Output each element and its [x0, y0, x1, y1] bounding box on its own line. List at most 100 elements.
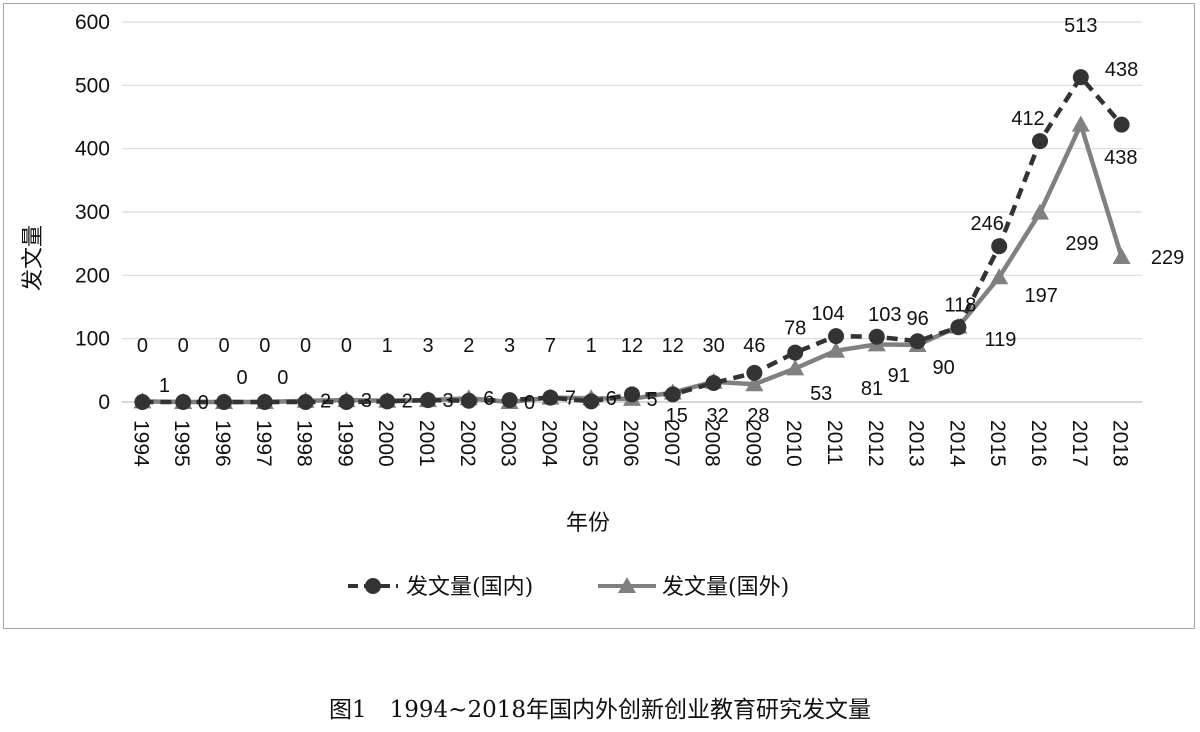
- x-tick-label: 2012: [864, 420, 887, 467]
- data-label-domestic: 0: [178, 335, 189, 357]
- y-tick-label: 500: [75, 74, 110, 97]
- x-tick-label: 2008: [701, 420, 724, 467]
- point-domestic: [542, 389, 559, 406]
- data-label-domestic: 1: [586, 335, 597, 357]
- x-tick-label: 2016: [1027, 420, 1050, 467]
- data-label-foreign: 6: [606, 388, 617, 410]
- x-axis-ticks: 1994 1995 1996 1997 1998 1999 2000 2001 2002 2003…: [129, 420, 1131, 467]
- data-label-foreign: 32: [706, 405, 728, 427]
- point-foreign: [827, 341, 845, 358]
- point-domestic: [624, 386, 640, 403]
- point-domestic: [501, 392, 518, 409]
- x-tick-label: 1994: [129, 420, 152, 467]
- point-domestic: [1072, 69, 1089, 86]
- y-tick-label: 600: [75, 11, 110, 34]
- point-domestic: [420, 392, 436, 409]
- point-domestic: [216, 394, 232, 410]
- data-label-foreign: 28: [747, 405, 769, 427]
- point-domestic: [991, 238, 1008, 255]
- point-domestic: [338, 394, 355, 410]
- point-domestic: [787, 344, 804, 361]
- point-domestic: [746, 364, 763, 381]
- data-label-domestic: 0: [341, 335, 352, 357]
- figure-caption: 图1 1994~2018年国内外创新创业教育研究发文量: [329, 697, 871, 723]
- x-tick-label: 2017: [1068, 420, 1091, 467]
- data-label-foreign: 229: [1151, 247, 1184, 269]
- x-tick-label: 2015: [986, 420, 1009, 467]
- data-label-domestic: 3: [504, 335, 515, 357]
- data-label-domestic: 78: [784, 318, 806, 340]
- data-label-domestic: 7: [545, 335, 556, 357]
- x-tick-label: 2018: [1109, 420, 1132, 467]
- point-foreign: [1112, 247, 1131, 264]
- data-label-domestic: 118: [944, 294, 976, 316]
- data-label-domestic: 103: [868, 304, 901, 326]
- data-label-foreign: 90: [932, 357, 954, 379]
- x-tick-label: 2007: [660, 420, 683, 467]
- point-domestic: [297, 394, 314, 410]
- x-tick-label: 1998: [293, 420, 316, 467]
- data-label-foreign: 3: [442, 390, 453, 412]
- data-label-domestic: 0: [259, 335, 270, 357]
- data-label-foreign: 81: [861, 378, 883, 400]
- data-label-foreign: 0: [524, 392, 535, 414]
- x-tick-label: 2009: [741, 420, 764, 467]
- x-tick-label: 2001: [415, 420, 438, 467]
- x-tick-label: 1995: [170, 420, 193, 467]
- data-label-foreign: 91: [888, 365, 910, 387]
- legend: 发文量(国内) 发文量(国外): [348, 575, 789, 600]
- data-label-domestic: 3: [422, 335, 433, 357]
- legend-marker-domestic: [365, 578, 381, 594]
- data-label-domestic: 412: [1011, 108, 1044, 130]
- data-label-foreign: 15: [666, 405, 688, 427]
- data-label-foreign: 2: [320, 391, 331, 413]
- point-foreign: [990, 268, 1009, 285]
- x-tick-label: 2004: [537, 420, 560, 467]
- data-label-domestic: 12: [662, 335, 684, 357]
- y-axis-ticks: 0 100 200 300 400 500 600: [75, 11, 110, 414]
- x-tick-label: 2000: [374, 420, 397, 467]
- series-layer: [133, 69, 1131, 410]
- data-label-foreign: 119: [984, 329, 1016, 351]
- data-label-domestic: 0: [300, 335, 311, 357]
- x-tick-label: 1997: [252, 420, 275, 467]
- data-label-domestic: 104: [811, 303, 844, 325]
- x-tick-label: 2014: [945, 420, 968, 467]
- x-tick-label: 2011: [823, 420, 846, 465]
- point-foreign: [745, 375, 764, 392]
- data-label-domestic: 1: [382, 335, 393, 357]
- data-label-foreign: 197: [1025, 285, 1058, 307]
- point-domestic: [256, 394, 273, 410]
- data-label-foreign: 3: [361, 390, 372, 412]
- y-tick-label: 400: [75, 138, 110, 161]
- data-label-domestic: 246: [971, 213, 1004, 235]
- data-label-foreign: 0: [277, 367, 288, 389]
- data-label-domestic: 30: [702, 335, 724, 357]
- data-label-domestic: 12: [621, 335, 643, 357]
- data-label-foreign: 7: [565, 388, 576, 410]
- y-tick-label: 200: [75, 264, 110, 287]
- point-domestic: [705, 375, 722, 391]
- data-label-domestic: 0: [218, 335, 229, 357]
- x-tick-label: 2005: [578, 420, 601, 467]
- point-domestic: [583, 393, 600, 410]
- data-label-foreign: 299: [1065, 233, 1098, 255]
- legend-label-domestic: 发文量(国内): [406, 575, 533, 600]
- y-tick-label: 0: [98, 391, 110, 414]
- data-label-domestic: 513: [1064, 15, 1097, 37]
- y-tick-label: 300: [75, 201, 110, 224]
- point-domestic: [664, 386, 681, 403]
- x-tick-label: 2006: [619, 420, 642, 467]
- y-axis-title: 发文量: [21, 225, 46, 291]
- data-label-foreign: 0: [236, 367, 247, 389]
- point-foreign: [1071, 115, 1090, 132]
- point-domestic: [379, 393, 396, 410]
- y-tick-label: 100: [75, 328, 110, 351]
- data-label-foreign: 0: [198, 392, 209, 414]
- point-foreign: [786, 359, 805, 376]
- data-label-foreign: 5: [646, 389, 657, 411]
- x-tick-label: 1999: [333, 420, 356, 467]
- point-domestic: [134, 394, 151, 410]
- data-label-domestic: 0: [137, 335, 148, 357]
- data-label-domestic: 46: [743, 335, 765, 357]
